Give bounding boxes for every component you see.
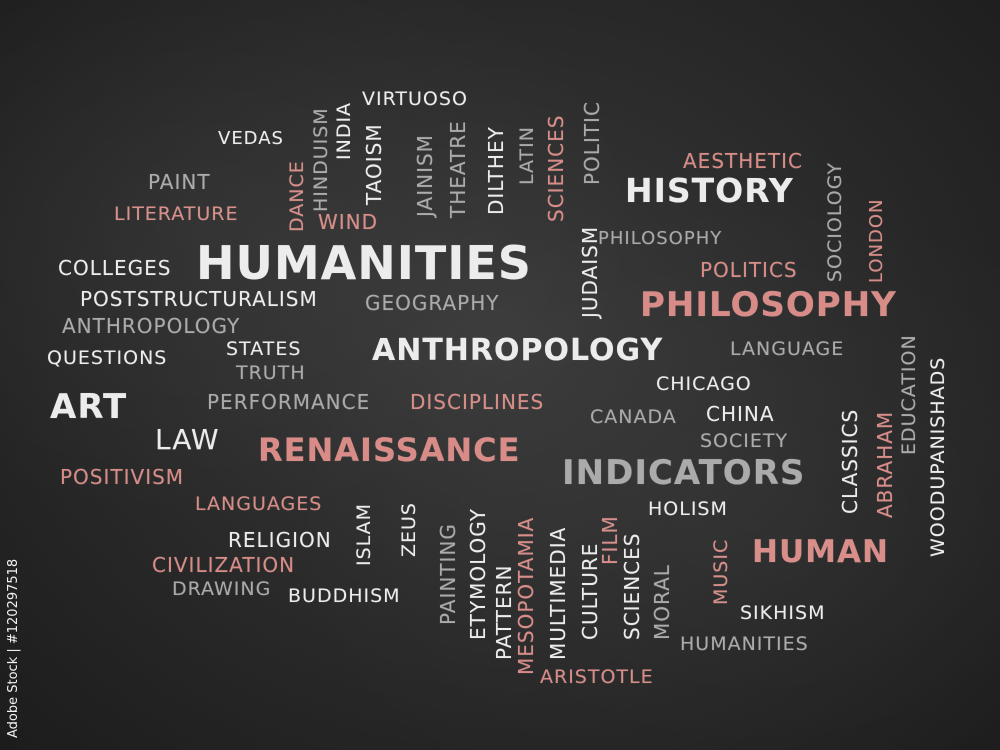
word-sociology: SOCIOLOGY (824, 161, 846, 282)
word-philosophy-big: PHILOSOPHY (640, 285, 897, 325)
word-human: HUMAN (752, 534, 889, 570)
word-latin: LATIN (516, 126, 538, 185)
word-film: FILM (598, 515, 622, 565)
word-humanities-small: HUMANITIES (680, 633, 809, 655)
word-history: HISTORY (625, 171, 794, 210)
word-geography: GEOGRAPHY (365, 291, 500, 315)
word-politics: POLITICS (700, 258, 798, 282)
word-philosophy-small: PHILOSOPHY (598, 228, 723, 249)
word-moral: MORAL (650, 564, 674, 640)
word-islam: ISLAM (353, 502, 375, 566)
word-pattern: PATTERN (492, 564, 516, 661)
word-dilthey: DILTHEY (484, 126, 508, 215)
word-disciplines: DISCIPLINES (410, 390, 545, 414)
word-states: STATES (226, 338, 302, 360)
word-woodupanishads: WOODUPANISHADS (927, 356, 949, 557)
word-abraham: ABRAHAM (873, 410, 897, 518)
word-aristotle: ARISTOTLE (540, 666, 654, 688)
word-drawing: DRAWING (172, 578, 272, 600)
word-renaissance: RENAISSANCE (258, 431, 521, 469)
word-canada: CANADA (590, 406, 677, 428)
word-etymology: ETYMOLOGY (466, 508, 490, 640)
word-india: INDIA (333, 101, 355, 160)
word-chicago: CHICAGO (656, 373, 752, 395)
word-culture: CULTURE (578, 542, 602, 640)
word-taoism: TAOISM (362, 123, 386, 205)
word-jainism: JAINISM (413, 134, 437, 217)
word-mesopotamia: MESOPOTAMIA (514, 516, 538, 675)
word-vedas: VEDAS (218, 128, 284, 149)
word-hinduism: HINDUISM (310, 107, 332, 212)
word-poststructuralism: POSTSTRUCTURALISM (80, 287, 318, 311)
word-sikhism: SIKHISM (740, 602, 826, 624)
word-civilization: CIVILIZATION (152, 553, 296, 577)
word-virtuoso: VIRTUOSO (362, 88, 468, 110)
word-literature: LITERATURE (114, 203, 239, 225)
stock-watermark: Adobe Stock | #120297518 (6, 558, 21, 738)
word-education: EDUCATION (898, 334, 920, 455)
word-china: CHINA (706, 402, 775, 426)
word-anthropology-big: ANTHROPOLOGY (372, 333, 664, 368)
word-humanities-main: HUMANITIES (196, 236, 532, 290)
word-paint: PAINT (148, 170, 211, 194)
word-judaism: JUDAISM (578, 225, 602, 318)
word-religion: RELIGION (228, 528, 332, 552)
word-music: MUSIC (710, 538, 732, 605)
word-law: LAW (155, 423, 220, 456)
word-classics: CLASSICS (838, 408, 862, 514)
word-politic: POLITIC (580, 101, 604, 185)
word-colleges: COLLEGES (58, 256, 172, 280)
word-anthropology-small: ANTHROPOLOGY (62, 314, 241, 338)
word-aesthetic: AESTHETIC (683, 149, 803, 173)
word-language: LANGUAGE (730, 338, 845, 360)
word-art: ART (50, 387, 128, 427)
word-languages: LANGUAGES (195, 493, 323, 515)
word-performance: PERFORMANCE (207, 390, 371, 414)
word-positivism: POSITIVISM (60, 465, 185, 489)
word-sciences-bottom: SCIENCES (620, 532, 644, 640)
word-theatre: THEATRE (446, 120, 470, 218)
word-painting: PAINTING (436, 523, 460, 625)
word-indicators: INDICATORS (562, 453, 806, 493)
word-multimedia: MULTIMEDIA (546, 526, 570, 660)
word-society: SOCIETY (700, 430, 789, 452)
word-holism: HOLISM (648, 498, 728, 520)
word-zeus: ZEUS (398, 502, 420, 557)
word-buddhism: BUDDHISM (288, 585, 401, 607)
word-wind: WIND (318, 210, 379, 234)
word-questions: QUESTIONS (47, 347, 168, 369)
word-truth: TRUTH (236, 362, 306, 384)
word-dance: DANCE (286, 160, 308, 232)
word-london: LONDON (866, 198, 887, 283)
word-sciences-top: SCIENCES (544, 114, 568, 222)
